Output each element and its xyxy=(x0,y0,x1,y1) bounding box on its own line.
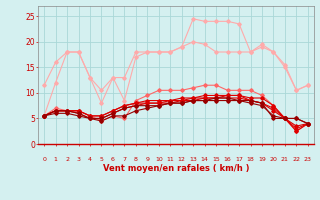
X-axis label: Vent moyen/en rafales ( km/h ): Vent moyen/en rafales ( km/h ) xyxy=(103,164,249,173)
